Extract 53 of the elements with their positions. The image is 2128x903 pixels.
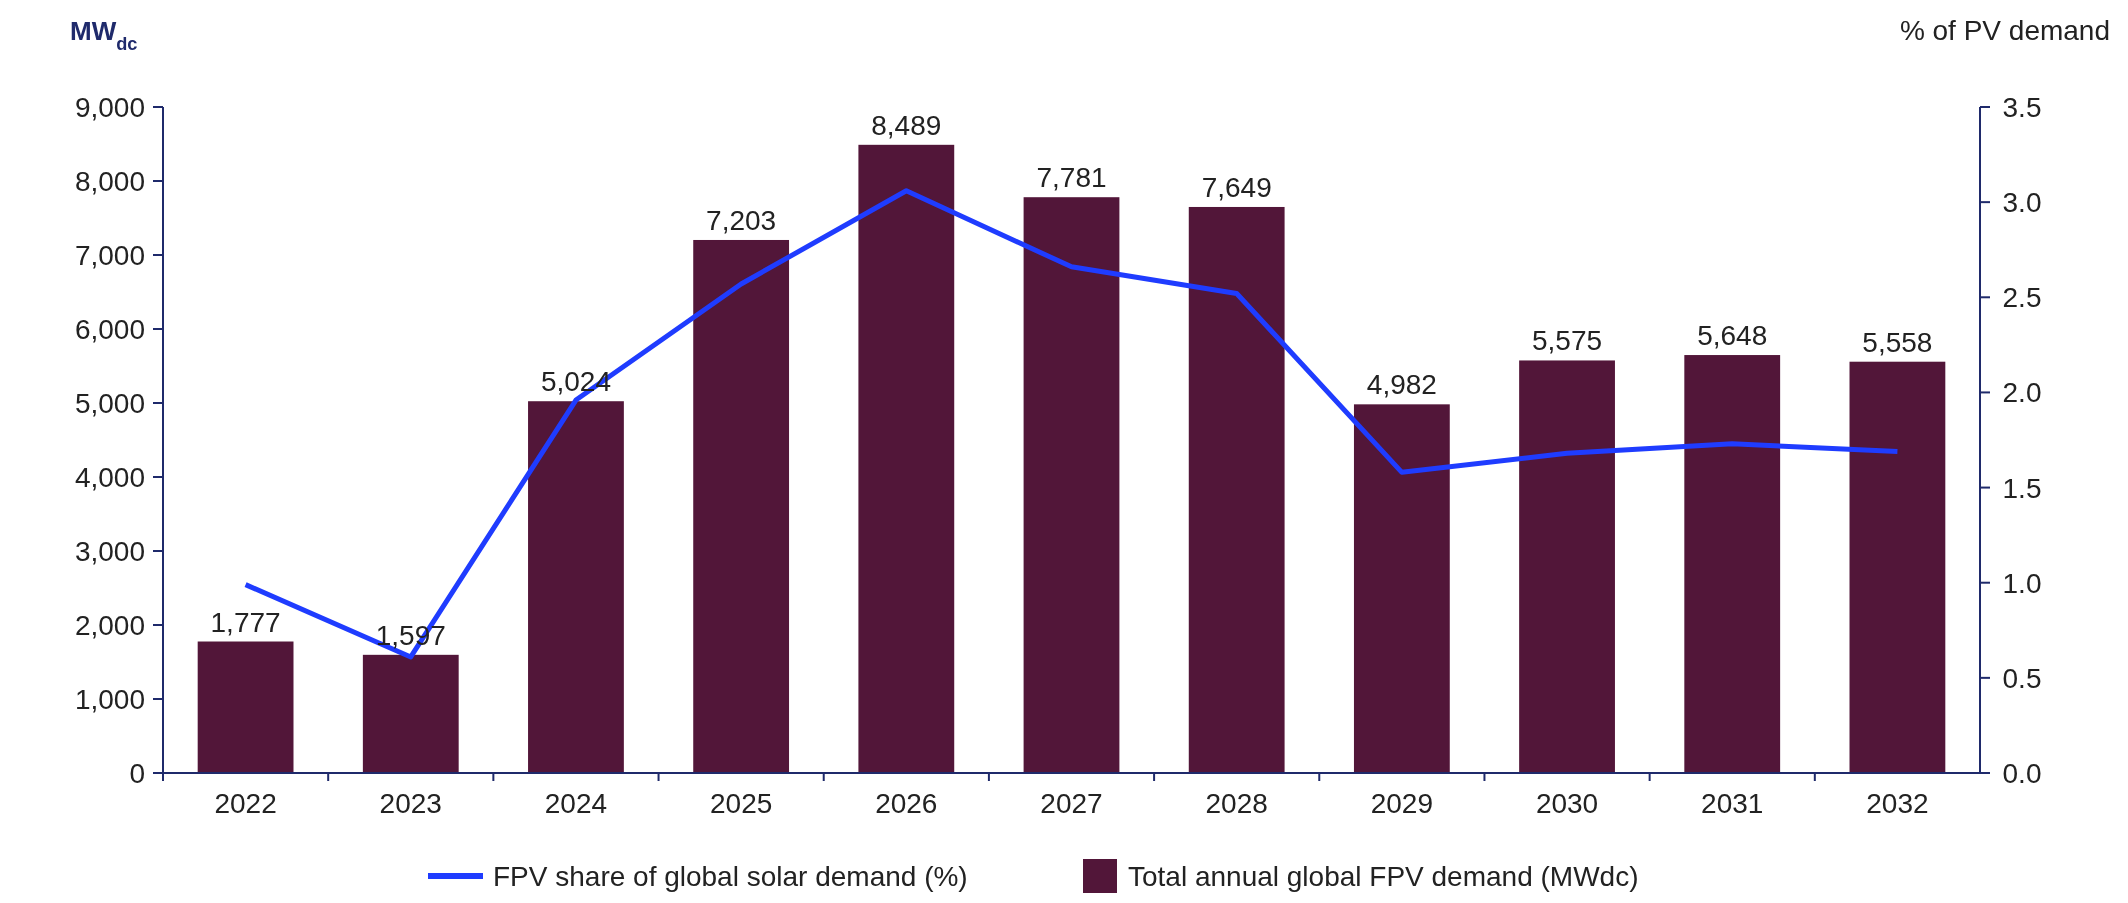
bar [1023,197,1120,773]
x-tick-label: 2027 [1040,788,1103,819]
y-tick-label: 2,000 [74,610,145,641]
y2-tick-label: 1.5 [2002,472,2042,504]
x-tick-label: 2024 [544,788,608,819]
x-tick-label: 2030 [1535,788,1599,819]
y-tick-label: 4,000 [74,462,145,493]
y2-tick-label: 3.0 [2002,187,2042,219]
bar [858,144,955,773]
x-tick-label: 2029 [1370,788,1434,819]
bar [1684,355,1781,773]
bar [362,654,459,773]
y-axis-title: MW$_{dc}$ [70,16,138,54]
data-label: 8,489 [871,109,942,141]
legend-label: Total annual global FPV demand (MWdc) [1128,861,1639,892]
data-label: 7,781 [1036,162,1107,194]
y-tick-label: 6,000 [74,314,145,345]
y2-axis-title: % of PV demand [1899,15,2110,46]
bar [693,239,790,773]
legend-label: FPV share of global solar demand (%) [493,861,968,892]
bar [197,641,294,773]
y2-tick-label: 2.0 [2002,377,2042,409]
y-tick-label: 3,000 [74,536,145,567]
y-tick-label: 7,000 [74,240,145,271]
x-tick-label: 2023 [379,788,442,819]
y2-tick-label: 2.5 [2002,282,2042,314]
x-tick-label: 2031 [1701,788,1764,819]
x-tick-label: 2028 [1205,788,1268,819]
data-label: 5,575 [1532,325,1603,357]
x-tick-label: 2025 [709,788,773,819]
y-tick-label: 8,000 [74,166,145,197]
bar [1353,404,1450,773]
x-tick-label: 2022 [214,788,277,819]
y-tick-label: 5,000 [74,388,145,419]
x-tick-label: 2032 [1866,788,1929,819]
data-label: 5,558 [1862,326,1933,358]
data-label: 7,649 [1201,171,1272,203]
data-label: 5,648 [1697,320,1768,352]
y2-tick-label: 0.5 [2002,662,2042,694]
bar [1519,360,1615,773]
bar [528,401,624,773]
bar [1849,361,1946,773]
y-tick-label: 1,000 [74,684,145,715]
y-tick-label: 0 [129,758,145,789]
y2-tick-label: 0.0 [2002,758,2042,789]
data-label: 4,982 [1366,369,1437,401]
y2-tick-label: 1.0 [2002,567,2042,599]
data-label: 7,203 [706,204,777,236]
x-tick-label: 2026 [875,788,938,819]
bar [1188,206,1285,773]
y2-tick-label: 3.5 [2002,92,2042,123]
data-label: 1,777 [210,606,281,638]
y-tick-label: 9,000 [74,92,145,123]
